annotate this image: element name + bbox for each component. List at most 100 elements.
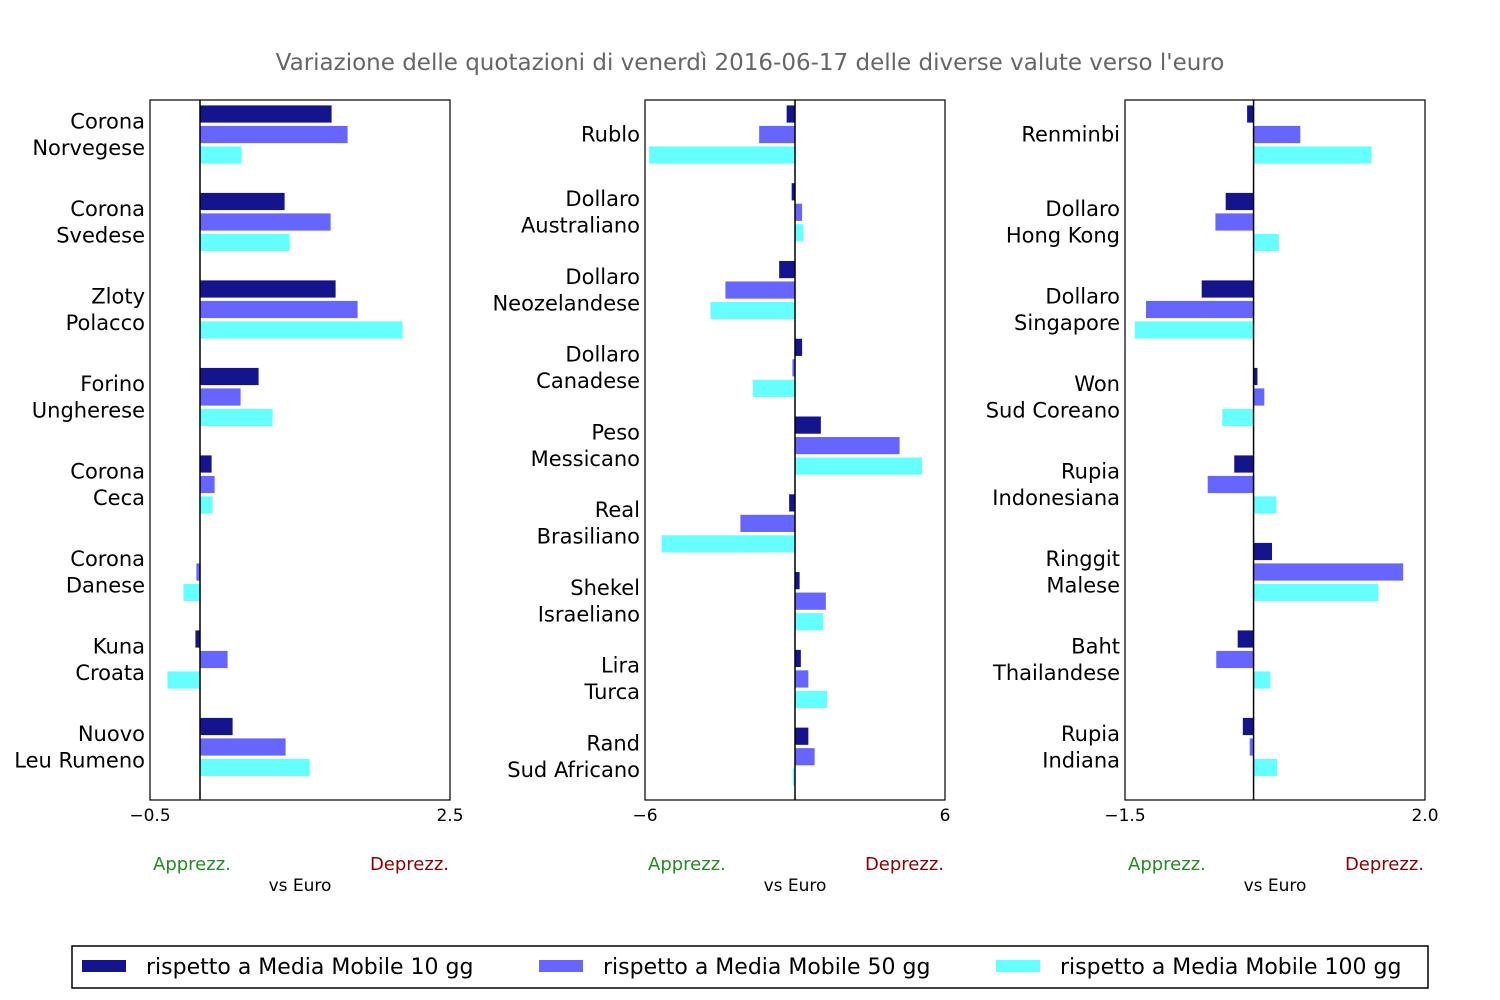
chart-title: Variazione delle quotazioni di venerdì 2… [276, 50, 1225, 76]
legend-swatch-50gg [539, 960, 583, 972]
bar-corona-ceca-series-3 [199, 495, 214, 515]
category-label-lira-turca-line-2: Turca [583, 680, 640, 704]
bar-peso-messicano-series-1 [794, 415, 822, 435]
panel-1-frame [149, 99, 451, 801]
category-label-dollaro-hong-kong-line-1: Dollaro [1045, 197, 1120, 221]
bar-dollaro-australiano-series-3 [794, 223, 805, 243]
category-label-lira-turca-line-1: Lira [601, 654, 640, 678]
bar-rublo-series-1 [785, 104, 796, 124]
bar-ringgit-malese-series-1 [1253, 542, 1273, 561]
category-label-won-sud-coreano-line-2: Sud Coreano [986, 398, 1120, 422]
category-label-dollaro-canadese-line-2: Canadese [536, 369, 640, 393]
legend-label-10gg: rispetto a Media Mobile 10 gg [146, 955, 473, 980]
bar-zloty-polacco-series-1 [199, 279, 337, 299]
bar-baht-thailandese-series-3 [1253, 670, 1272, 690]
bar-corona-svedese-series-2 [199, 212, 332, 232]
category-label-corona-ceca-line-2: Ceca [93, 486, 145, 510]
category-label-rupia-indonesiana-line-2: Indonesiana [992, 486, 1120, 510]
bar-dollaro-hong-kong-series-3 [1253, 233, 1280, 252]
bar-corona-norvegese-series-3 [199, 145, 243, 165]
category-label-corona-svedese-line-1: Corona [70, 197, 145, 221]
bar-nuovo-leu-rumeno-series-2 [199, 737, 287, 757]
panel-1-x-axis-label: vs Euro [269, 876, 332, 896]
bar-real-brasiliano-series-2 [739, 513, 796, 533]
bar-peso-messicano-series-3 [794, 456, 923, 476]
bar-real-brasiliano-series-1 [788, 493, 796, 513]
panel-1-deprezz-label: Deprezz. [370, 854, 449, 875]
bar-dollaro-canadese-series-1 [794, 337, 803, 357]
bar-shekel-israeliano-series-2 [794, 591, 827, 611]
category-label-nuovo-leu-rumeno-line-2: Leu Rumeno [14, 748, 145, 772]
bar-lira-turca-series-1 [794, 649, 802, 668]
category-label-forino-ungherese-line-1: Forino [80, 372, 145, 396]
bar-baht-thailandese-series-2 [1215, 650, 1254, 669]
category-label-corona-norvegese-line-1: Corona [70, 109, 145, 133]
bar-dollaro-australiano-series-2 [794, 202, 803, 222]
bar-renminbi-series-3 [1253, 145, 1373, 165]
bar-dollaro-hong-kong-series-2 [1214, 212, 1254, 232]
bar-corona-norvegese-series-2 [199, 125, 349, 144]
bar-rupia-indiana-series-3 [1253, 758, 1278, 777]
bar-dollaro-singapore-series-1 [1200, 279, 1254, 299]
category-label-corona-danese-line-2: Danese [66, 573, 145, 597]
bar-corona-ceca-series-1 [199, 454, 213, 474]
bar-zloty-polacco-series-3 [199, 320, 404, 340]
category-label-dollaro-australiano-line-2: Australiano [521, 214, 640, 238]
category-label-rupia-indiana-line-2: Indiana [1042, 748, 1120, 772]
bar-dollaro-singapore-series-2 [1145, 300, 1254, 319]
bar-dollaro-neozelandese-series-3 [709, 301, 796, 320]
category-label-real-brasiliano-line-2: Brasiliano [537, 525, 640, 549]
category-label-rublo-line-1: Rublo [581, 123, 640, 147]
bar-kuna-croata-series-2 [199, 650, 229, 669]
category-label-corona-danese-line-1: Corona [70, 547, 145, 571]
category-label-kuna-croata-line-2: Croata [75, 661, 145, 685]
bar-nuovo-leu-rumeno-series-1 [199, 717, 234, 736]
bar-corona-svedese-series-1 [199, 192, 286, 211]
bar-corona-norvegese-series-1 [199, 104, 333, 124]
category-label-nuovo-leu-rumeno-line-1: Nuovo [78, 722, 145, 746]
bar-forino-ungherese-series-1 [199, 367, 260, 386]
category-label-dollaro-canadese-line-1: Dollaro [565, 343, 640, 367]
panel-1-tick-label-min: −0.5 [129, 806, 170, 826]
category-label-ringgit-malese-line-1: Ringgit [1046, 547, 1120, 571]
category-label-dollaro-hong-kong-line-2: Hong Kong [1006, 223, 1120, 247]
panel-2-tick-label-max: 6 [940, 806, 951, 826]
bar-kuna-croata-series-3 [166, 670, 201, 690]
bar-rupia-indonesiana-series-3 [1253, 495, 1278, 515]
category-label-forino-ungherese-line-2: Ungherese [32, 398, 145, 422]
category-label-baht-thailandese-line-1: Baht [1071, 634, 1120, 658]
bar-rand-sud-africano-series-2 [794, 747, 816, 767]
panel-2-deprezz-label: Deprezz. [865, 854, 944, 875]
bar-corona-svedese-series-3 [199, 233, 291, 252]
panel-3-apprezz-label: Apprezz. [1128, 854, 1206, 875]
category-label-corona-svedese-line-2: Svedese [56, 223, 145, 247]
panel-2-apprezz-label: Apprezz. [648, 854, 726, 875]
bar-rublo-series-2 [758, 125, 796, 144]
category-label-rand-sud-africano-line-2: Sud Africano [507, 758, 640, 782]
bar-dollaro-hong-kong-series-1 [1224, 192, 1254, 211]
category-label-shekel-israeliano-line-2: Israeliano [538, 602, 640, 626]
category-label-real-brasiliano-line-1: Real [595, 498, 640, 522]
bar-corona-ceca-series-2 [199, 475, 216, 494]
category-label-zloty-polacco-line-1: Zloty [91, 284, 145, 308]
bar-nuovo-leu-rumeno-series-3 [199, 758, 311, 777]
bar-baht-thailandese-series-1 [1236, 629, 1254, 649]
category-label-shekel-israeliano-line-1: Shekel [570, 576, 640, 600]
bar-shekel-israeliano-series-3 [794, 612, 825, 632]
bar-won-sud-coreano-series-2 [1253, 387, 1266, 407]
category-label-ringgit-malese-line-2: Malese [1046, 573, 1120, 597]
bar-lira-turca-series-3 [794, 690, 828, 709]
bar-won-sud-coreano-series-3 [1221, 408, 1254, 427]
bar-rublo-series-3 [648, 145, 796, 165]
bar-dollaro-neozelandese-series-2 [724, 280, 796, 300]
category-label-peso-messicano-line-1: Peso [591, 420, 640, 444]
bar-rupia-indonesiana-series-2 [1206, 475, 1254, 494]
bar-forino-ungherese-series-2 [199, 387, 242, 407]
bar-rupia-indonesiana-series-1 [1233, 454, 1254, 474]
bar-dollaro-neozelandese-series-1 [778, 260, 796, 279]
bar-dollaro-singapore-series-3 [1134, 320, 1254, 340]
bar-rand-sud-africano-series-1 [794, 726, 810, 746]
category-label-rupia-indonesiana-line-1: Rupia [1061, 459, 1120, 483]
panel-3-x-axis-label: vs Euro [1244, 876, 1307, 896]
category-label-zloty-polacco-line-2: Polacco [66, 311, 145, 335]
